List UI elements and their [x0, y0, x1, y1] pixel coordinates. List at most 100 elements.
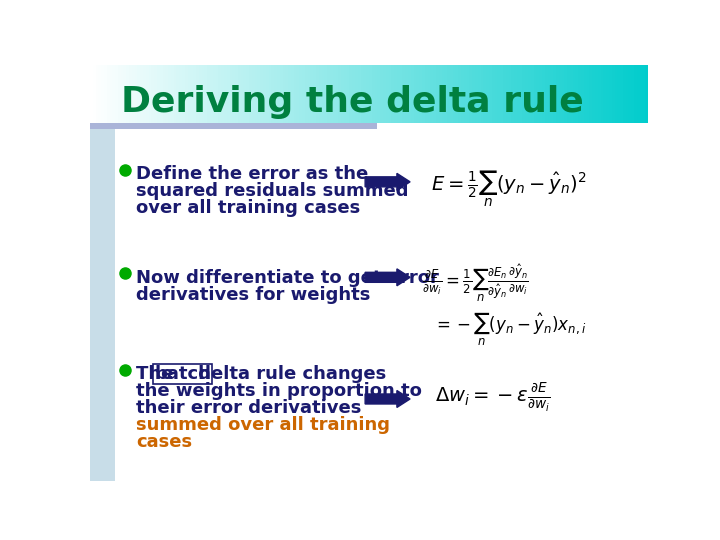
Bar	[553, 65, 556, 123]
Bar	[394, 65, 397, 123]
Bar	[436, 65, 438, 123]
Bar	[528, 65, 531, 123]
Bar	[581, 65, 584, 123]
Text: The: The	[137, 365, 180, 383]
Bar	[324, 65, 327, 123]
Bar	[402, 65, 405, 123]
Bar	[377, 65, 380, 123]
Bar	[115, 65, 118, 123]
Bar	[310, 65, 313, 123]
Bar	[364, 65, 366, 123]
Bar	[642, 65, 645, 123]
Text: delta rule changes: delta rule changes	[192, 365, 386, 383]
Bar	[204, 65, 207, 123]
Text: the weights in proportion to: the weights in proportion to	[137, 382, 423, 400]
Bar	[121, 65, 124, 123]
Bar	[227, 65, 230, 123]
Bar	[243, 65, 246, 123]
Bar	[171, 65, 174, 123]
Bar	[372, 65, 374, 123]
Bar	[453, 65, 456, 123]
Bar	[330, 65, 333, 123]
Bar	[419, 65, 422, 123]
Bar	[266, 65, 269, 123]
Bar	[333, 65, 336, 123]
Bar	[447, 65, 450, 123]
Bar	[623, 65, 626, 123]
Bar	[336, 65, 338, 123]
Bar	[129, 65, 132, 123]
Bar	[349, 65, 352, 123]
Bar	[277, 65, 280, 123]
Bar	[307, 65, 310, 123]
Bar	[645, 65, 648, 123]
Bar	[408, 65, 411, 123]
Bar	[176, 65, 179, 123]
Bar	[612, 65, 615, 123]
Bar	[431, 65, 433, 123]
Bar	[380, 65, 383, 123]
Bar	[575, 65, 578, 123]
Bar	[542, 65, 545, 123]
Bar	[168, 65, 171, 123]
Bar	[606, 65, 609, 123]
Text: Now differentiate to get error: Now differentiate to get error	[137, 269, 439, 287]
Bar	[90, 65, 93, 123]
Bar	[221, 65, 224, 123]
Bar	[517, 65, 520, 123]
Bar	[274, 65, 277, 123]
Text: batch: batch	[154, 365, 211, 383]
Bar	[190, 65, 193, 123]
Bar	[218, 65, 221, 123]
Bar	[634, 65, 637, 123]
Bar	[397, 65, 400, 123]
Bar	[202, 65, 204, 123]
Bar	[559, 65, 562, 123]
Bar	[210, 65, 213, 123]
Bar	[478, 65, 481, 123]
Bar	[425, 65, 428, 123]
Bar	[495, 65, 498, 123]
Text: cases: cases	[137, 433, 193, 451]
Bar	[114, 129, 648, 481]
Bar	[143, 65, 145, 123]
Bar	[327, 65, 330, 123]
Bar	[567, 65, 570, 123]
Bar	[285, 65, 288, 123]
Bar	[481, 65, 483, 123]
Text: Deriving the delta rule: Deriving the delta rule	[121, 85, 584, 119]
Bar	[271, 65, 274, 123]
Bar	[534, 65, 536, 123]
Text: derivatives for weights: derivatives for weights	[137, 286, 371, 304]
Bar	[615, 65, 617, 123]
Text: $\Delta w_i = -\varepsilon \frac{\partial E}{\partial w_i}$: $\Delta w_i = -\varepsilon \frac{\partia…	[435, 382, 550, 414]
Bar	[140, 65, 143, 123]
Bar	[263, 65, 266, 123]
Bar	[416, 65, 419, 123]
Bar	[90, 129, 114, 481]
Bar	[188, 65, 190, 123]
Bar	[593, 65, 595, 123]
Bar	[280, 65, 282, 123]
Bar	[503, 65, 505, 123]
Bar	[500, 65, 503, 123]
Bar	[104, 65, 107, 123]
Bar	[145, 65, 148, 123]
Bar	[389, 65, 392, 123]
Bar	[182, 65, 185, 123]
Bar	[99, 65, 101, 123]
Bar	[249, 65, 252, 123]
Bar	[629, 65, 631, 123]
Bar	[313, 65, 316, 123]
Bar	[96, 65, 99, 123]
Bar	[154, 65, 157, 123]
Bar	[305, 65, 307, 123]
Bar	[322, 65, 324, 123]
Text: $\frac{\partial E}{\partial w_i} = \frac{1}{2}\sum_n \frac{\partial E_n}{\partia: $\frac{\partial E}{\partial w_i} = \frac…	[422, 262, 528, 305]
Bar	[584, 65, 587, 123]
Bar	[598, 65, 600, 123]
Bar	[441, 65, 444, 123]
Bar	[294, 65, 297, 123]
Bar	[163, 65, 166, 123]
Bar	[587, 65, 590, 123]
